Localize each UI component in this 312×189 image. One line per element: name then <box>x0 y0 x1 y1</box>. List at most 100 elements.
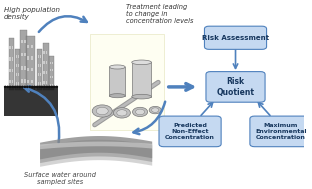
Bar <box>50 76 51 78</box>
Text: Risk
Quotient: Risk Quotient <box>217 77 255 97</box>
Ellipse shape <box>51 86 53 88</box>
Bar <box>37 55 39 58</box>
Text: Predicted
Non-Effect
Concentration: Predicted Non-Effect Concentration <box>165 123 215 140</box>
Circle shape <box>92 105 112 117</box>
Ellipse shape <box>36 86 38 88</box>
Polygon shape <box>40 136 152 159</box>
Ellipse shape <box>16 86 19 88</box>
Circle shape <box>117 110 127 116</box>
Bar <box>21 40 22 43</box>
Polygon shape <box>40 142 152 149</box>
Text: Risk Assessment: Risk Assessment <box>202 35 269 41</box>
Ellipse shape <box>53 86 56 88</box>
Ellipse shape <box>28 86 31 88</box>
Ellipse shape <box>11 86 14 88</box>
Bar <box>16 73 17 76</box>
Bar <box>31 56 33 60</box>
Bar <box>16 64 17 67</box>
Bar <box>9 69 11 72</box>
Text: Maximum
Environmental
Concentration: Maximum Environmental Concentration <box>255 123 307 140</box>
Bar <box>43 81 45 84</box>
Bar <box>50 62 51 64</box>
Ellipse shape <box>31 86 34 88</box>
Bar <box>24 79 26 83</box>
Bar <box>46 61 47 64</box>
Circle shape <box>96 107 108 115</box>
Bar <box>24 66 26 70</box>
Bar <box>52 62 53 64</box>
Bar <box>40 64 41 67</box>
FancyBboxPatch shape <box>159 116 221 147</box>
Ellipse shape <box>4 86 7 88</box>
Text: Treatment leading
to change in
concentration levels: Treatment leading to change in concentra… <box>126 3 194 24</box>
Bar <box>31 68 33 71</box>
Bar <box>18 82 19 85</box>
Circle shape <box>135 109 145 115</box>
Ellipse shape <box>46 86 48 88</box>
Ellipse shape <box>38 86 41 88</box>
Bar <box>16 55 17 58</box>
Bar <box>24 53 26 57</box>
Circle shape <box>149 106 161 114</box>
Bar <box>12 69 13 72</box>
Bar <box>43 71 45 74</box>
Text: High population
density: High population density <box>4 7 60 20</box>
Text: Surface water around
sampled sites: Surface water around sampled sites <box>24 172 96 185</box>
Bar <box>52 76 53 78</box>
Bar <box>42 43 49 90</box>
Bar <box>27 80 29 83</box>
Ellipse shape <box>41 86 43 88</box>
Bar <box>37 64 39 67</box>
Bar <box>52 69 53 71</box>
Ellipse shape <box>14 86 17 88</box>
Bar <box>31 80 33 83</box>
Bar <box>12 46 13 49</box>
Bar <box>20 30 27 90</box>
Bar <box>46 81 47 84</box>
Bar <box>27 68 29 71</box>
Ellipse shape <box>132 60 151 65</box>
Bar <box>12 57 13 61</box>
Ellipse shape <box>23 86 26 88</box>
Ellipse shape <box>110 94 125 98</box>
Bar <box>18 73 19 76</box>
Bar <box>24 40 26 43</box>
Bar <box>37 82 39 85</box>
Bar <box>21 79 22 83</box>
Bar <box>46 71 47 74</box>
Bar <box>40 73 41 76</box>
Polygon shape <box>40 140 152 163</box>
Ellipse shape <box>21 86 24 88</box>
Bar <box>9 46 11 49</box>
Bar <box>31 45 33 48</box>
Circle shape <box>113 108 130 118</box>
Bar <box>132 62 151 97</box>
Bar <box>26 36 35 90</box>
Bar <box>37 49 42 90</box>
Ellipse shape <box>26 86 29 88</box>
Polygon shape <box>40 143 152 167</box>
Ellipse shape <box>48 86 51 88</box>
Bar <box>21 66 22 70</box>
Bar <box>52 84 53 86</box>
FancyBboxPatch shape <box>206 72 265 102</box>
Bar <box>9 80 11 84</box>
Ellipse shape <box>110 65 125 69</box>
Bar <box>12 80 13 84</box>
Bar <box>40 55 41 58</box>
Bar <box>27 45 29 48</box>
FancyBboxPatch shape <box>90 34 164 130</box>
Bar <box>37 73 39 76</box>
Bar <box>16 82 17 85</box>
Bar <box>8 38 14 90</box>
Bar <box>50 69 51 71</box>
Bar <box>49 56 54 90</box>
Ellipse shape <box>9 86 12 88</box>
Ellipse shape <box>6 86 9 88</box>
Bar <box>110 67 125 96</box>
Ellipse shape <box>132 94 151 99</box>
Bar <box>27 56 29 60</box>
FancyBboxPatch shape <box>204 26 266 49</box>
Bar <box>21 53 22 57</box>
Circle shape <box>133 107 148 117</box>
